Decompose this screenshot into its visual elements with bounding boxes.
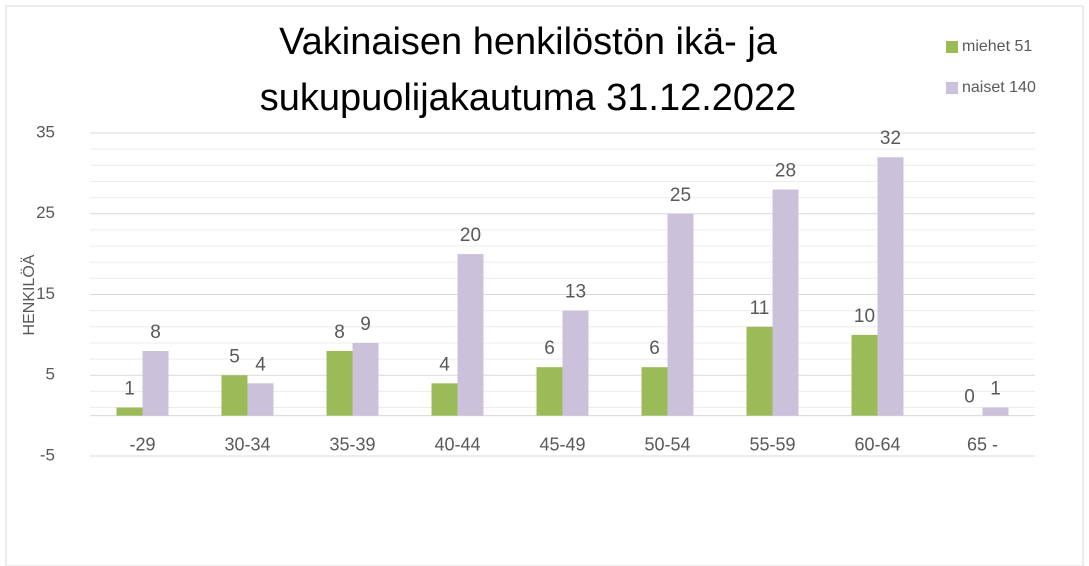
bar xyxy=(116,407,143,416)
legend-label: miehet 51 xyxy=(962,38,1032,55)
x-tick-label: 60-64 xyxy=(854,434,900,454)
bar xyxy=(877,157,904,416)
data-label: 8 xyxy=(334,322,345,343)
data-label: 6 xyxy=(544,338,555,359)
data-label: 10 xyxy=(854,306,875,327)
chart-border xyxy=(5,5,1084,566)
x-tick-label: 30-34 xyxy=(224,434,270,454)
x-tick-label: 40-44 xyxy=(434,434,480,454)
x-tick-label: -29 xyxy=(129,434,155,454)
data-label: 6 xyxy=(649,338,660,359)
bar xyxy=(536,367,563,416)
data-label: 1 xyxy=(990,379,1001,400)
x-tick-label: 55-59 xyxy=(749,434,795,454)
y-tick-label: 5 xyxy=(46,365,55,384)
y-tick-label: 25 xyxy=(36,203,55,222)
data-label: 8 xyxy=(150,322,161,343)
legend-swatch xyxy=(946,41,958,53)
bar xyxy=(221,375,248,416)
data-label: 5 xyxy=(229,346,240,367)
data-label: 4 xyxy=(439,354,450,375)
data-label: 32 xyxy=(880,128,901,149)
bar xyxy=(667,213,694,416)
bar xyxy=(562,310,589,416)
chart-title: Vakinaisen henkilöstön ikä- ja sukupuoli… xyxy=(259,21,797,119)
bar xyxy=(247,383,274,416)
data-label: 11 xyxy=(750,298,770,319)
bar xyxy=(431,383,458,416)
bar xyxy=(746,326,773,416)
bar xyxy=(641,367,668,416)
data-label: 13 xyxy=(565,282,586,303)
legend-swatch xyxy=(946,82,958,94)
y-tick-label: -5 xyxy=(40,445,55,464)
y-tick-label: 35 xyxy=(36,122,55,141)
y-tick-label: 15 xyxy=(36,284,55,303)
bar xyxy=(352,342,379,416)
data-label: 0 xyxy=(964,387,975,408)
x-tick-label: 65 - xyxy=(967,434,998,454)
data-label: 9 xyxy=(360,314,371,335)
data-label: 28 xyxy=(775,161,796,182)
data-label: 25 xyxy=(670,185,691,206)
legend-label: naiset 140 xyxy=(962,79,1036,96)
bar xyxy=(142,351,169,416)
bar xyxy=(982,407,1009,416)
x-tick-label: 35-39 xyxy=(329,434,375,454)
data-label: 20 xyxy=(460,225,481,246)
x-tick-label: 50-54 xyxy=(644,434,690,454)
bar xyxy=(772,189,799,416)
data-label: 4 xyxy=(255,354,266,375)
bar xyxy=(457,254,484,416)
y-axis-label: HENKILÖÄ xyxy=(20,254,38,335)
bar xyxy=(326,351,353,416)
bar xyxy=(851,334,878,416)
data-label: 1 xyxy=(124,379,135,400)
x-tick-label: 45-49 xyxy=(539,434,585,454)
